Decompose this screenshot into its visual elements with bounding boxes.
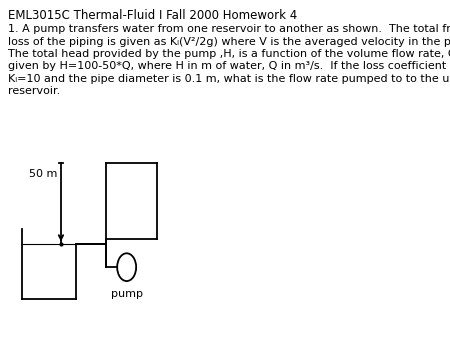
Text: EML3015C Thermal-Fluid I Fall 2000 Homework 4: EML3015C Thermal-Fluid I Fall 2000 Homew… <box>8 9 297 22</box>
Text: Kₗ=10 and the pipe diameter is 0.1 m, what is the flow rate pumped to to the upp: Kₗ=10 and the pipe diameter is 0.1 m, wh… <box>8 74 450 84</box>
Text: The total head provided by the pump ,H, is a function of the volume flow rate, Q: The total head provided by the pump ,H, … <box>8 49 450 59</box>
Text: 50 m: 50 m <box>29 169 58 179</box>
Text: pump: pump <box>111 289 143 299</box>
Text: given by H=100-50*Q, where H in m of water, Q in m³/s.  If the loss coefficient: given by H=100-50*Q, where H in m of wat… <box>8 62 446 71</box>
Text: 1. A pump transfers water from one reservoir to another as shown.  The total fri: 1. A pump transfers water from one reser… <box>8 24 450 34</box>
Text: reservoir.: reservoir. <box>8 86 60 96</box>
Text: loss of the piping is given as Kₗ(V²/2g) where V is the averaged velocity in the: loss of the piping is given as Kₗ(V²/2g)… <box>8 37 450 47</box>
